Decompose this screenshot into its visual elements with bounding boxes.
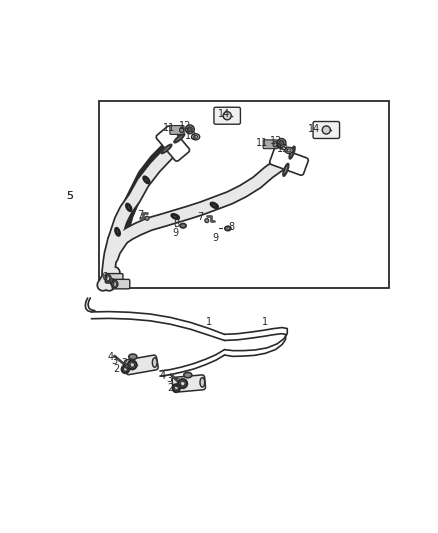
Text: 7: 7 — [137, 210, 143, 220]
Text: 2: 2 — [114, 364, 120, 374]
Text: 14: 14 — [218, 109, 230, 119]
Ellipse shape — [194, 135, 198, 138]
Ellipse shape — [106, 276, 110, 281]
Ellipse shape — [105, 274, 111, 282]
Text: 9: 9 — [172, 228, 178, 238]
FancyBboxPatch shape — [124, 355, 158, 375]
Ellipse shape — [180, 381, 185, 386]
Ellipse shape — [200, 377, 205, 387]
FancyBboxPatch shape — [214, 107, 240, 124]
Ellipse shape — [290, 147, 295, 159]
FancyBboxPatch shape — [105, 273, 123, 283]
Circle shape — [205, 219, 209, 223]
FancyBboxPatch shape — [313, 122, 339, 139]
Text: 9: 9 — [212, 233, 218, 243]
Circle shape — [279, 141, 284, 146]
Text: 6: 6 — [102, 272, 108, 282]
Ellipse shape — [184, 373, 192, 378]
Ellipse shape — [211, 203, 218, 208]
Circle shape — [124, 364, 128, 368]
Ellipse shape — [322, 126, 330, 134]
Ellipse shape — [225, 226, 231, 231]
Ellipse shape — [116, 228, 120, 236]
FancyBboxPatch shape — [263, 140, 277, 149]
Circle shape — [180, 383, 184, 387]
Text: 4: 4 — [159, 371, 166, 381]
Ellipse shape — [180, 223, 186, 228]
FancyBboxPatch shape — [270, 147, 308, 175]
Ellipse shape — [122, 366, 129, 373]
Text: 11: 11 — [256, 138, 268, 148]
Ellipse shape — [124, 367, 127, 372]
Circle shape — [145, 216, 149, 220]
Ellipse shape — [223, 111, 231, 120]
Text: 12: 12 — [179, 121, 192, 131]
Text: 3: 3 — [111, 356, 117, 366]
FancyBboxPatch shape — [112, 279, 130, 289]
Circle shape — [277, 139, 286, 147]
FancyBboxPatch shape — [156, 126, 190, 161]
Text: 7: 7 — [198, 212, 204, 222]
Ellipse shape — [174, 134, 184, 142]
Ellipse shape — [162, 144, 172, 154]
Text: 2: 2 — [167, 383, 173, 393]
Ellipse shape — [178, 379, 187, 388]
Ellipse shape — [287, 149, 291, 152]
Text: 12: 12 — [269, 135, 282, 146]
Circle shape — [185, 125, 194, 134]
Circle shape — [187, 127, 192, 132]
Ellipse shape — [285, 147, 293, 154]
Text: 1: 1 — [206, 317, 212, 327]
Ellipse shape — [127, 204, 131, 211]
Ellipse shape — [174, 386, 178, 390]
Ellipse shape — [128, 360, 137, 369]
FancyBboxPatch shape — [172, 375, 205, 392]
Ellipse shape — [112, 280, 118, 288]
Ellipse shape — [191, 134, 200, 140]
Ellipse shape — [130, 362, 134, 367]
Ellipse shape — [129, 354, 137, 359]
Ellipse shape — [180, 127, 184, 133]
Ellipse shape — [273, 142, 277, 147]
Text: 14: 14 — [307, 124, 320, 134]
Text: 2: 2 — [174, 378, 180, 388]
Text: 6: 6 — [108, 278, 114, 288]
Text: 13: 13 — [185, 131, 198, 141]
Bar — [99, 101, 389, 288]
Text: 3: 3 — [166, 375, 173, 384]
Text: 2: 2 — [121, 358, 127, 368]
Text: 11: 11 — [163, 123, 176, 133]
Text: 13: 13 — [277, 144, 290, 154]
Text: 5: 5 — [67, 191, 74, 201]
Text: 5: 5 — [67, 191, 74, 201]
Text: 1: 1 — [262, 317, 268, 327]
Ellipse shape — [283, 164, 289, 176]
Ellipse shape — [144, 177, 149, 183]
Ellipse shape — [152, 358, 157, 367]
Text: 8: 8 — [173, 220, 179, 229]
Ellipse shape — [172, 214, 179, 219]
FancyBboxPatch shape — [170, 126, 184, 134]
Ellipse shape — [113, 282, 117, 286]
Text: 8: 8 — [228, 222, 234, 232]
Ellipse shape — [173, 384, 180, 392]
Text: 4: 4 — [108, 352, 114, 362]
